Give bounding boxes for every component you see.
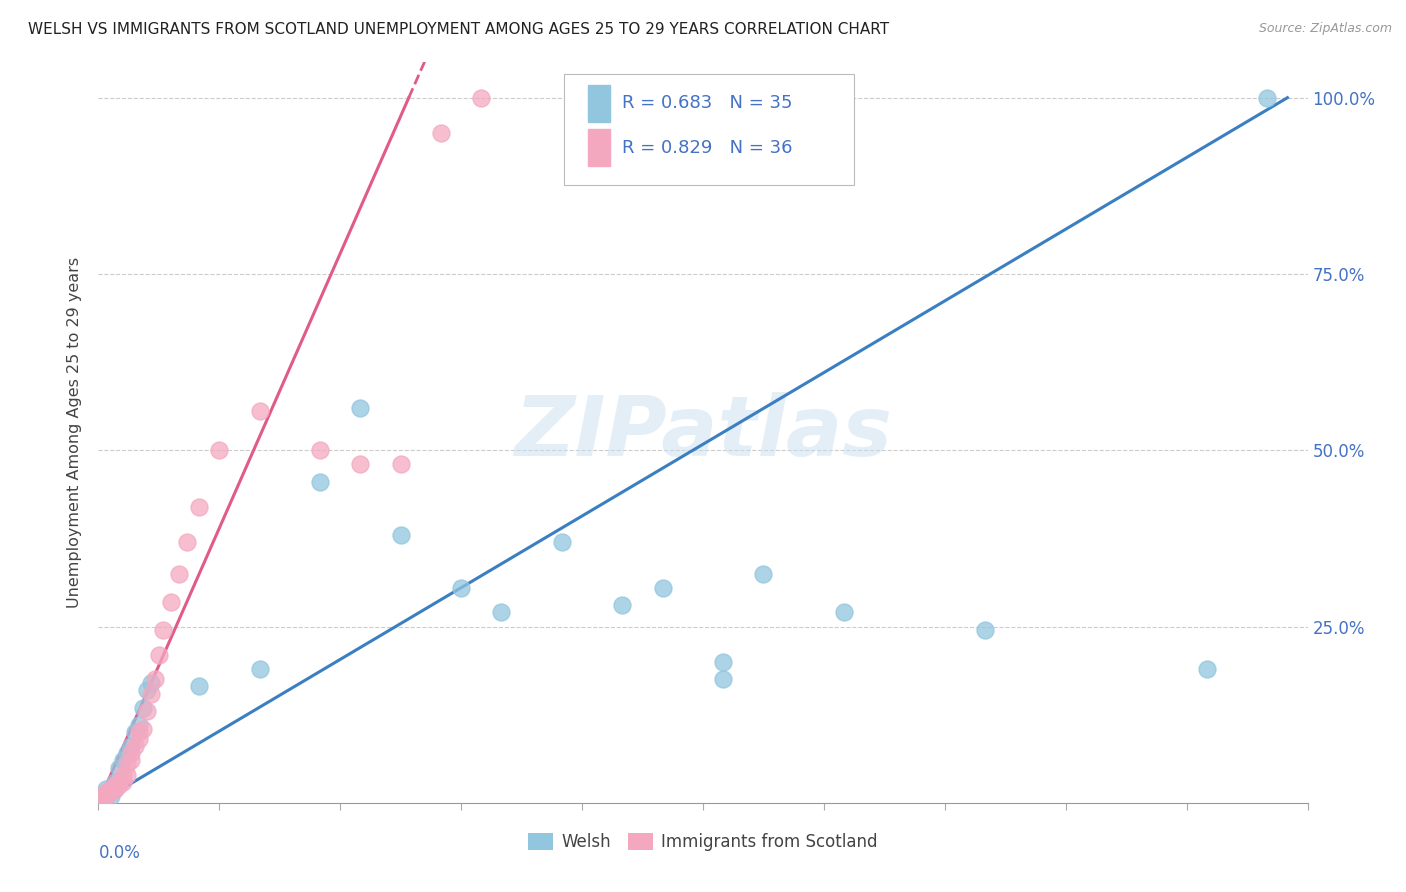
Point <box>91 792 114 806</box>
Point <box>389 458 412 472</box>
Point <box>249 404 271 418</box>
Text: Source: ZipAtlas.com: Source: ZipAtlas.com <box>1258 22 1392 36</box>
Point <box>128 725 150 739</box>
FancyBboxPatch shape <box>588 129 610 166</box>
Text: ZIPatlas: ZIPatlas <box>515 392 891 473</box>
Point <box>91 789 114 803</box>
Point <box>107 760 129 774</box>
Point <box>100 781 122 796</box>
Point <box>128 718 150 732</box>
Point <box>96 789 118 803</box>
Point <box>349 401 371 415</box>
Point <box>135 683 157 698</box>
Point <box>103 781 125 796</box>
Point <box>91 792 114 806</box>
Point <box>309 443 332 458</box>
Point <box>148 648 170 662</box>
Point <box>309 475 332 489</box>
Text: 0.0%: 0.0% <box>98 844 141 862</box>
Point <box>107 774 129 789</box>
Point <box>100 781 122 796</box>
Text: WELSH VS IMMIGRANTS FROM SCOTLAND UNEMPLOYMENT AMONG AGES 25 TO 29 YEARS CORRELA: WELSH VS IMMIGRANTS FROM SCOTLAND UNEMPL… <box>28 22 889 37</box>
Point <box>430 126 453 140</box>
Text: R = 0.683   N = 35: R = 0.683 N = 35 <box>621 95 793 112</box>
Point <box>752 566 775 581</box>
Point <box>111 767 134 781</box>
Point <box>120 747 142 761</box>
Point <box>143 673 166 687</box>
Legend: Welsh, Immigrants from Scotland: Welsh, Immigrants from Scotland <box>522 826 884 857</box>
Point <box>100 785 122 799</box>
Point <box>111 774 134 789</box>
Point <box>711 655 734 669</box>
Point <box>103 774 125 789</box>
Point <box>120 754 142 768</box>
Point <box>96 785 118 799</box>
Point <box>128 732 150 747</box>
Point <box>188 500 211 514</box>
Point <box>132 722 155 736</box>
Point <box>124 739 146 754</box>
Point <box>115 747 138 761</box>
Point <box>139 686 162 700</box>
Point <box>249 662 271 676</box>
Point <box>491 606 513 620</box>
Point <box>450 581 472 595</box>
Text: R = 0.829   N = 36: R = 0.829 N = 36 <box>621 138 793 157</box>
Point <box>91 789 114 803</box>
FancyBboxPatch shape <box>564 73 855 185</box>
Point <box>139 676 162 690</box>
Point <box>111 754 134 768</box>
Point <box>612 599 634 613</box>
Point <box>107 778 129 792</box>
Point <box>152 623 174 637</box>
Point <box>188 680 211 694</box>
Point <box>551 535 574 549</box>
Point <box>107 774 129 789</box>
Point <box>176 535 198 549</box>
Point <box>832 606 855 620</box>
Point <box>100 789 122 803</box>
FancyBboxPatch shape <box>588 85 610 121</box>
Point <box>160 595 183 609</box>
Point <box>115 767 138 781</box>
Point <box>135 704 157 718</box>
Point <box>1195 662 1218 676</box>
Point <box>124 725 146 739</box>
Point <box>974 623 997 637</box>
Point <box>470 91 492 105</box>
Point <box>103 781 125 796</box>
Point <box>1256 91 1278 105</box>
Point <box>96 789 118 803</box>
Y-axis label: Unemployment Among Ages 25 to 29 years: Unemployment Among Ages 25 to 29 years <box>67 257 83 608</box>
Point <box>167 566 190 581</box>
Point <box>115 757 138 772</box>
Point <box>120 739 142 754</box>
Point <box>711 673 734 687</box>
Point <box>103 778 125 792</box>
Point <box>349 458 371 472</box>
Point <box>132 700 155 714</box>
Point <box>651 581 673 595</box>
Point <box>389 528 412 542</box>
Point <box>208 443 231 458</box>
Point <box>96 781 118 796</box>
